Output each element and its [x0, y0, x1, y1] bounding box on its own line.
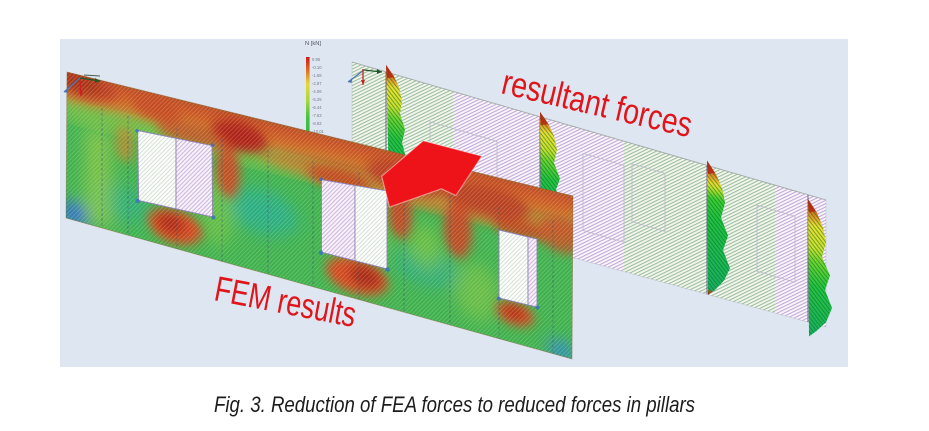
svg-text:Fig. 3. Reduction of FEA force: Fig. 3. Reduction of FEA forces to reduc… [214, 393, 695, 417]
svg-text:-0.10: -0.10 [312, 65, 322, 70]
svg-text:-1.68: -1.68 [312, 73, 322, 78]
svg-text:-8.82: -8.82 [312, 121, 322, 126]
svg-text:-7.63: -7.63 [312, 113, 322, 118]
svg-text:-2.87: -2.87 [312, 81, 322, 86]
svg-text:N [kN]: N [kN] [305, 41, 321, 47]
svg-text:-6.44: -6.44 [312, 105, 322, 110]
svg-text:-10.01: -10.01 [312, 129, 325, 134]
svg-text:0.95: 0.95 [312, 57, 321, 62]
svg-text:-4.06: -4.06 [312, 89, 322, 94]
svg-text:-5.25: -5.25 [312, 97, 322, 102]
